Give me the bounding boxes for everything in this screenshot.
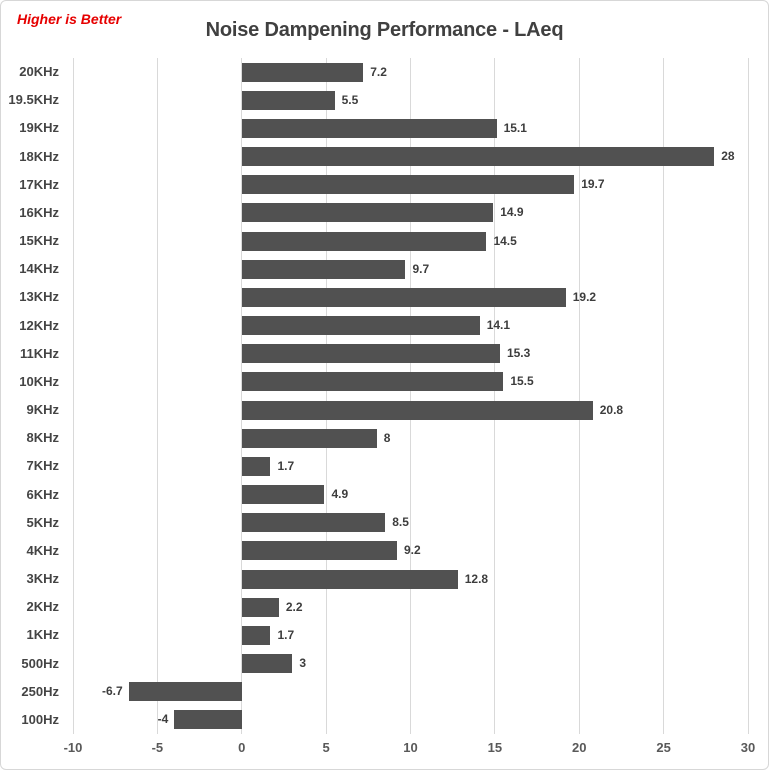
category-label-10KHz: 10KHz	[19, 373, 59, 389]
category-label-12KHz: 12KHz	[19, 317, 59, 333]
plot-area: 7.2 5.5 15.1 28 19.7 14.9 14.5 9.7 19.2 14.1 15.3 1…	[72, 58, 749, 734]
category-label-100Hz: 100Hz	[21, 711, 59, 727]
value-label-100Hz: -4	[157, 712, 169, 727]
category-label-19KHz: 19KHz	[19, 120, 59, 136]
gridline-x-20	[578, 58, 580, 734]
bar-19.5KHz	[241, 90, 335, 110]
bar-17KHz	[241, 175, 575, 195]
bar-7KHz	[241, 456, 271, 476]
value-label-10KHz: 15.5	[510, 374, 534, 389]
value-label-3KHz: 12.8	[464, 571, 489, 586]
value-label-19.5KHz: 5.5	[341, 92, 359, 107]
category-label-1KHz: 1KHz	[26, 627, 59, 643]
value-label-6KHz: 4.9	[331, 487, 349, 502]
gridline-x-30	[747, 58, 749, 734]
value-label-4KHz: 9.2	[404, 543, 421, 558]
value-label-12KHz: 14.1	[486, 318, 511, 333]
chart-title: Noise Dampening Performance - LAeq	[205, 19, 564, 41]
bar-1KHz	[241, 625, 271, 645]
value-label-500Hz: 3	[299, 656, 307, 671]
bar-10KHz	[241, 372, 504, 392]
category-label-8KHz: 8KHz	[26, 430, 59, 446]
bar-3KHz	[241, 569, 458, 589]
value-label-19KHz: 15.1	[503, 120, 527, 135]
category-label-16KHz: 16KHz	[19, 204, 59, 220]
category-label-18KHz: 18KHz	[19, 148, 59, 164]
bar-20KHz	[241, 62, 364, 82]
gridline-x-15	[494, 58, 496, 734]
bar-9KHz	[241, 400, 593, 420]
category-label-20KHz: 20KHz	[19, 64, 59, 80]
category-label-9KHz: 9KHz	[26, 402, 59, 418]
value-label-250Hz: -6.7	[102, 684, 123, 699]
category-label-15KHz: 15KHz	[19, 233, 59, 249]
gridline-x-5	[325, 58, 327, 734]
bar-100Hz	[174, 710, 242, 730]
gridline-x-0	[241, 58, 243, 734]
value-label-7KHz: 1.7	[277, 458, 295, 473]
category-label-500Hz: 500Hz	[21, 655, 59, 671]
category-label-11KHz: 11KHz	[19, 345, 59, 361]
bar-8KHz	[241, 428, 377, 448]
gridline-x-25	[663, 58, 665, 734]
bar-250Hz	[128, 682, 242, 702]
value-label-2KHz: 2.2	[285, 599, 303, 614]
x-tick-label-0: 0	[238, 740, 246, 755]
category-label-17KHz: 17KHz	[19, 176, 59, 192]
category-label-4KHz: 4KHz	[26, 542, 59, 558]
value-label-14KHz: 9.7	[412, 261, 430, 276]
bar-6KHz	[241, 485, 325, 505]
bar-13KHz	[241, 287, 566, 307]
category-label-5KHz: 5KHz	[26, 514, 59, 530]
value-label-11KHz: 15.3	[506, 346, 531, 361]
value-label-5KHz: 8.5	[392, 515, 409, 530]
x-tick-label-15: 15	[487, 740, 503, 755]
value-label-18KHz: 28	[721, 149, 735, 164]
category-label-3KHz: 3KHz	[26, 571, 59, 587]
x-tick-label-25: 25	[656, 740, 671, 755]
category-label-19.5KHz: 19.5KHz	[8, 92, 59, 108]
bar-500Hz	[241, 654, 293, 674]
bar-14KHz	[241, 259, 406, 279]
value-label-15KHz: 14.5	[493, 233, 517, 248]
bar-2KHz	[241, 597, 279, 617]
value-label-17KHz: 19.7	[581, 177, 605, 192]
bar-5KHz	[241, 513, 386, 533]
x-tick-label--10: -10	[63, 740, 83, 755]
value-label-13KHz: 19.2	[572, 289, 597, 304]
value-label-16KHz: 14.9	[500, 205, 524, 220]
value-label-20KHz: 7.2	[370, 64, 387, 79]
value-label-9KHz: 20.8	[599, 402, 624, 417]
gridline-x-10	[410, 58, 411, 734]
category-label-250Hz: 250Hz	[21, 683, 59, 699]
bar-19KHz	[241, 118, 497, 138]
higher-is-better-annotation: Higher is Better	[17, 11, 122, 27]
bar-4KHz	[241, 541, 397, 561]
value-axis: -10 -5 0 5 10 15 20 25 30	[64, 740, 756, 762]
bar-15KHz	[241, 231, 487, 251]
bar-11KHz	[241, 344, 500, 364]
bar-18KHz	[241, 147, 715, 167]
bar-12KHz	[241, 316, 480, 336]
value-label-8KHz: 8	[383, 430, 391, 445]
value-label-1KHz: 1.7	[277, 627, 295, 642]
category-label-14KHz: 14KHz	[19, 261, 59, 277]
category-label-2KHz: 2KHz	[26, 599, 59, 615]
x-tick-label-5: 5	[322, 740, 330, 755]
gridline-x--5	[156, 58, 158, 734]
gridline-x--10	[72, 58, 74, 734]
category-label-7KHz: 7KHz	[26, 458, 59, 474]
category-label-13KHz: 13KHz	[19, 289, 59, 305]
x-tick-label-30: 30	[740, 740, 756, 755]
x-tick-label--5: -5	[151, 740, 164, 755]
category-axis: 20KHz 19.5KHz 19KHz 18KHz 17KHz 16KHz 15KHz 14K…	[1, 58, 59, 734]
bar-16KHz	[241, 203, 494, 223]
x-tick-label-20: 20	[572, 740, 587, 755]
category-label-6KHz: 6KHz	[26, 486, 59, 502]
x-tick-label-10: 10	[403, 740, 418, 755]
